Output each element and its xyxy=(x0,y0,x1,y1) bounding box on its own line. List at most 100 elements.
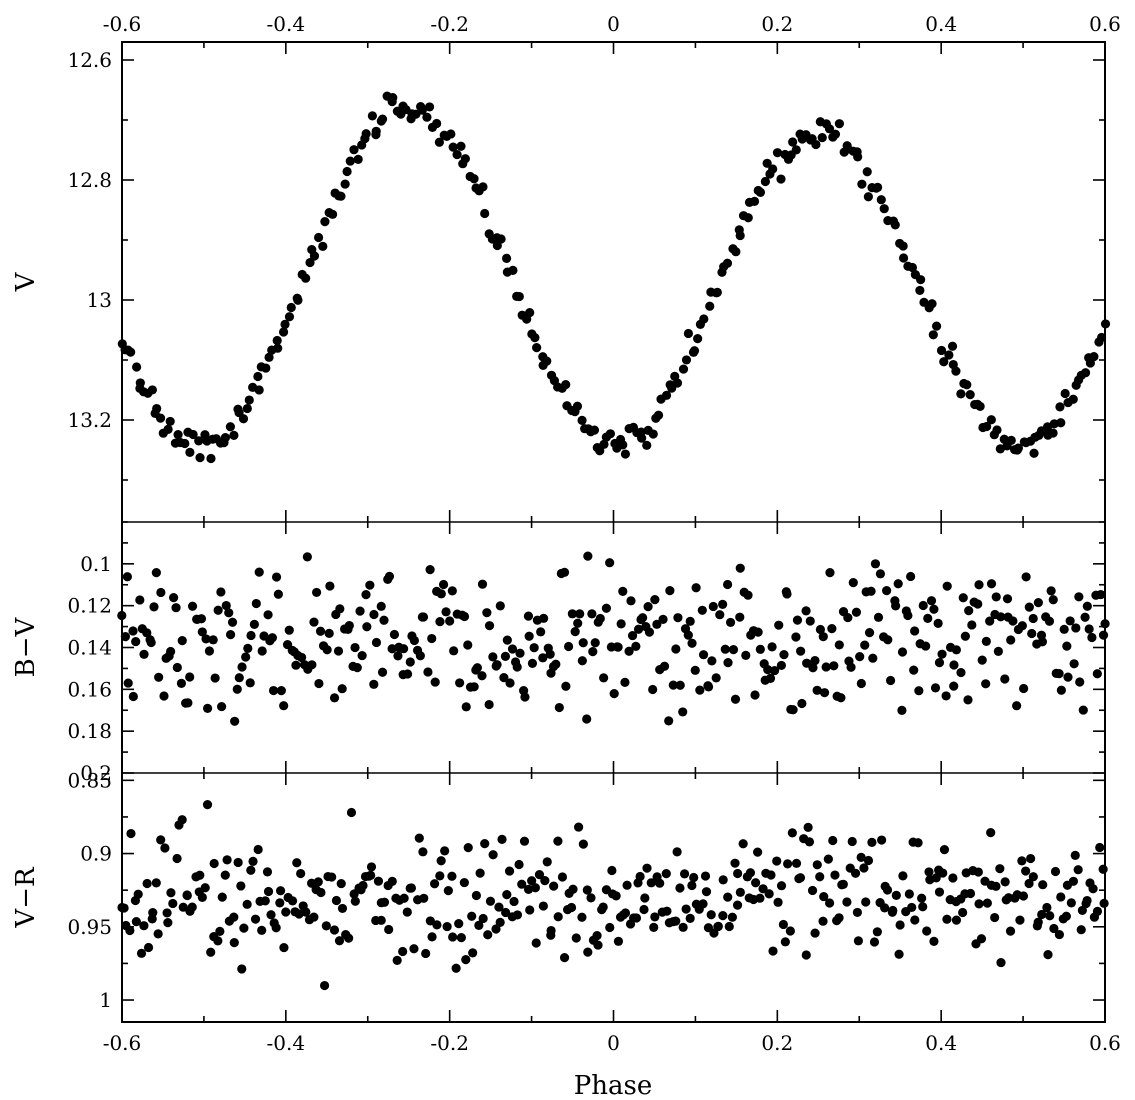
data-point-BV xyxy=(337,684,347,694)
data-point-BV xyxy=(605,558,615,568)
data-point-BV xyxy=(324,628,334,638)
data-point-VR xyxy=(856,852,866,862)
data-point-V xyxy=(678,364,689,374)
data-point-BV xyxy=(624,646,634,656)
data-point-V xyxy=(873,182,883,192)
data-point-BV xyxy=(578,638,588,648)
data-point-BV xyxy=(753,627,763,637)
data-point-BV xyxy=(551,659,561,669)
data-point-BV xyxy=(909,665,919,675)
data-point-V xyxy=(853,152,863,162)
data-point-BV xyxy=(455,678,465,688)
data-point-BV xyxy=(117,610,127,621)
data-point-BV xyxy=(246,630,256,641)
data-point-VR xyxy=(229,938,239,948)
data-point-VR xyxy=(671,916,681,926)
data-point-BV xyxy=(131,636,141,647)
data-point-VR xyxy=(418,847,428,857)
data-point-BV xyxy=(1082,601,1092,611)
data-point-BV xyxy=(967,620,977,630)
data-point-VR xyxy=(1021,866,1031,876)
data-point-BV xyxy=(210,673,220,683)
data-point-BV xyxy=(564,641,574,652)
data-point-BV xyxy=(1019,683,1029,694)
data-point-VR xyxy=(976,934,987,944)
data-point-VR xyxy=(681,904,691,914)
data-point-VR xyxy=(236,881,246,891)
data-point-BV xyxy=(644,627,655,637)
data-point-BV xyxy=(707,656,717,666)
data-point-BV xyxy=(923,613,933,623)
data-point-V xyxy=(336,191,346,201)
data-point-VR xyxy=(275,886,286,896)
data-point-V xyxy=(648,429,658,439)
data-point-BV xyxy=(409,635,419,646)
data-point-V xyxy=(916,275,926,285)
data-point-VR xyxy=(904,889,914,899)
data-point-VR xyxy=(917,893,927,903)
data-point-BV xyxy=(1037,637,1048,647)
data-point-VR xyxy=(818,916,828,926)
data-point-VR xyxy=(538,901,548,911)
data-point-VR xyxy=(773,897,783,907)
data-point-VR xyxy=(942,914,952,924)
data-point-V xyxy=(432,118,442,129)
data-point-VR xyxy=(549,881,559,891)
data-point-V xyxy=(501,253,512,263)
data-point-V xyxy=(508,265,518,275)
data-point-BV xyxy=(715,610,725,620)
data-point-V xyxy=(446,129,456,139)
data-point-VR xyxy=(700,871,711,881)
data-point-V xyxy=(530,333,540,343)
data-point-BV xyxy=(981,636,991,646)
data-point-VR xyxy=(131,917,141,927)
data-point-BV xyxy=(369,679,379,689)
data-point-VR xyxy=(376,915,386,925)
data-point-BV xyxy=(477,579,488,589)
data-point-BV xyxy=(893,579,903,589)
data-point-VR xyxy=(162,908,172,918)
data-point-VR xyxy=(766,870,776,880)
data-point-VR xyxy=(546,925,556,936)
data-point-VR xyxy=(1028,872,1038,882)
data-point-V xyxy=(637,433,647,443)
data-point-VR xyxy=(898,871,908,881)
data-point-BV xyxy=(883,635,893,645)
data-point-VR xyxy=(571,933,581,943)
data-point-VR xyxy=(488,850,498,860)
data-point-BV xyxy=(875,569,886,579)
data-point-VR xyxy=(701,887,712,897)
data-point-V xyxy=(434,137,444,147)
data-point-VR xyxy=(392,955,402,965)
data-point-BV xyxy=(974,580,984,590)
y-tick-label: 12.8 xyxy=(67,168,112,192)
data-point-BV xyxy=(620,677,630,687)
data-point-BV xyxy=(309,617,319,627)
data-point-VR xyxy=(350,896,360,906)
data-point-BV xyxy=(958,593,968,603)
data-point-BV xyxy=(1074,592,1084,602)
data-point-BV xyxy=(398,644,409,654)
data-point-V xyxy=(152,403,162,414)
data-point-VR xyxy=(143,942,154,953)
data-point-BV xyxy=(384,571,395,581)
data-point-BV xyxy=(703,682,714,692)
data-point-BV xyxy=(484,699,494,710)
data-point-V xyxy=(890,220,900,230)
data-point-BV xyxy=(690,665,700,675)
data-point-V xyxy=(452,149,462,160)
data-point-VR xyxy=(442,921,452,932)
data-point-BV xyxy=(276,686,286,696)
y-tick-label: 0.9 xyxy=(80,842,112,866)
data-point-BV xyxy=(185,672,195,682)
data-point-V xyxy=(163,424,173,434)
data-point-VR xyxy=(913,838,923,848)
data-point-V xyxy=(1029,448,1039,458)
data-point-BV xyxy=(500,651,511,661)
data-point-BV xyxy=(668,680,678,690)
y-tick-label: 0.2 xyxy=(80,761,112,785)
data-point-BV xyxy=(627,630,638,641)
data-point-BV xyxy=(171,603,181,613)
data-point-BV xyxy=(139,649,149,659)
